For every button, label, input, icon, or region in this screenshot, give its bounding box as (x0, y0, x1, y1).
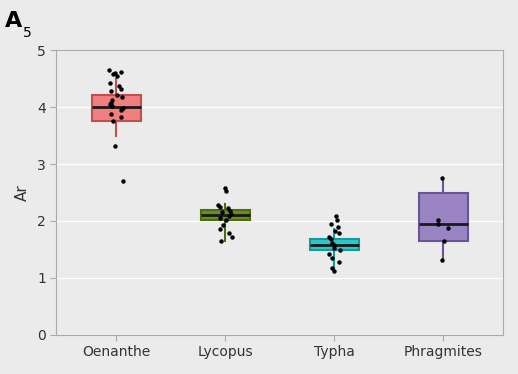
Text: A: A (5, 11, 22, 31)
Bar (310, 239, 358, 251)
Bar (419, 193, 468, 241)
Bar (92, 95, 141, 122)
Text: 5: 5 (23, 26, 32, 40)
Bar (200, 209, 250, 220)
Y-axis label: Ar: Ar (15, 184, 30, 201)
